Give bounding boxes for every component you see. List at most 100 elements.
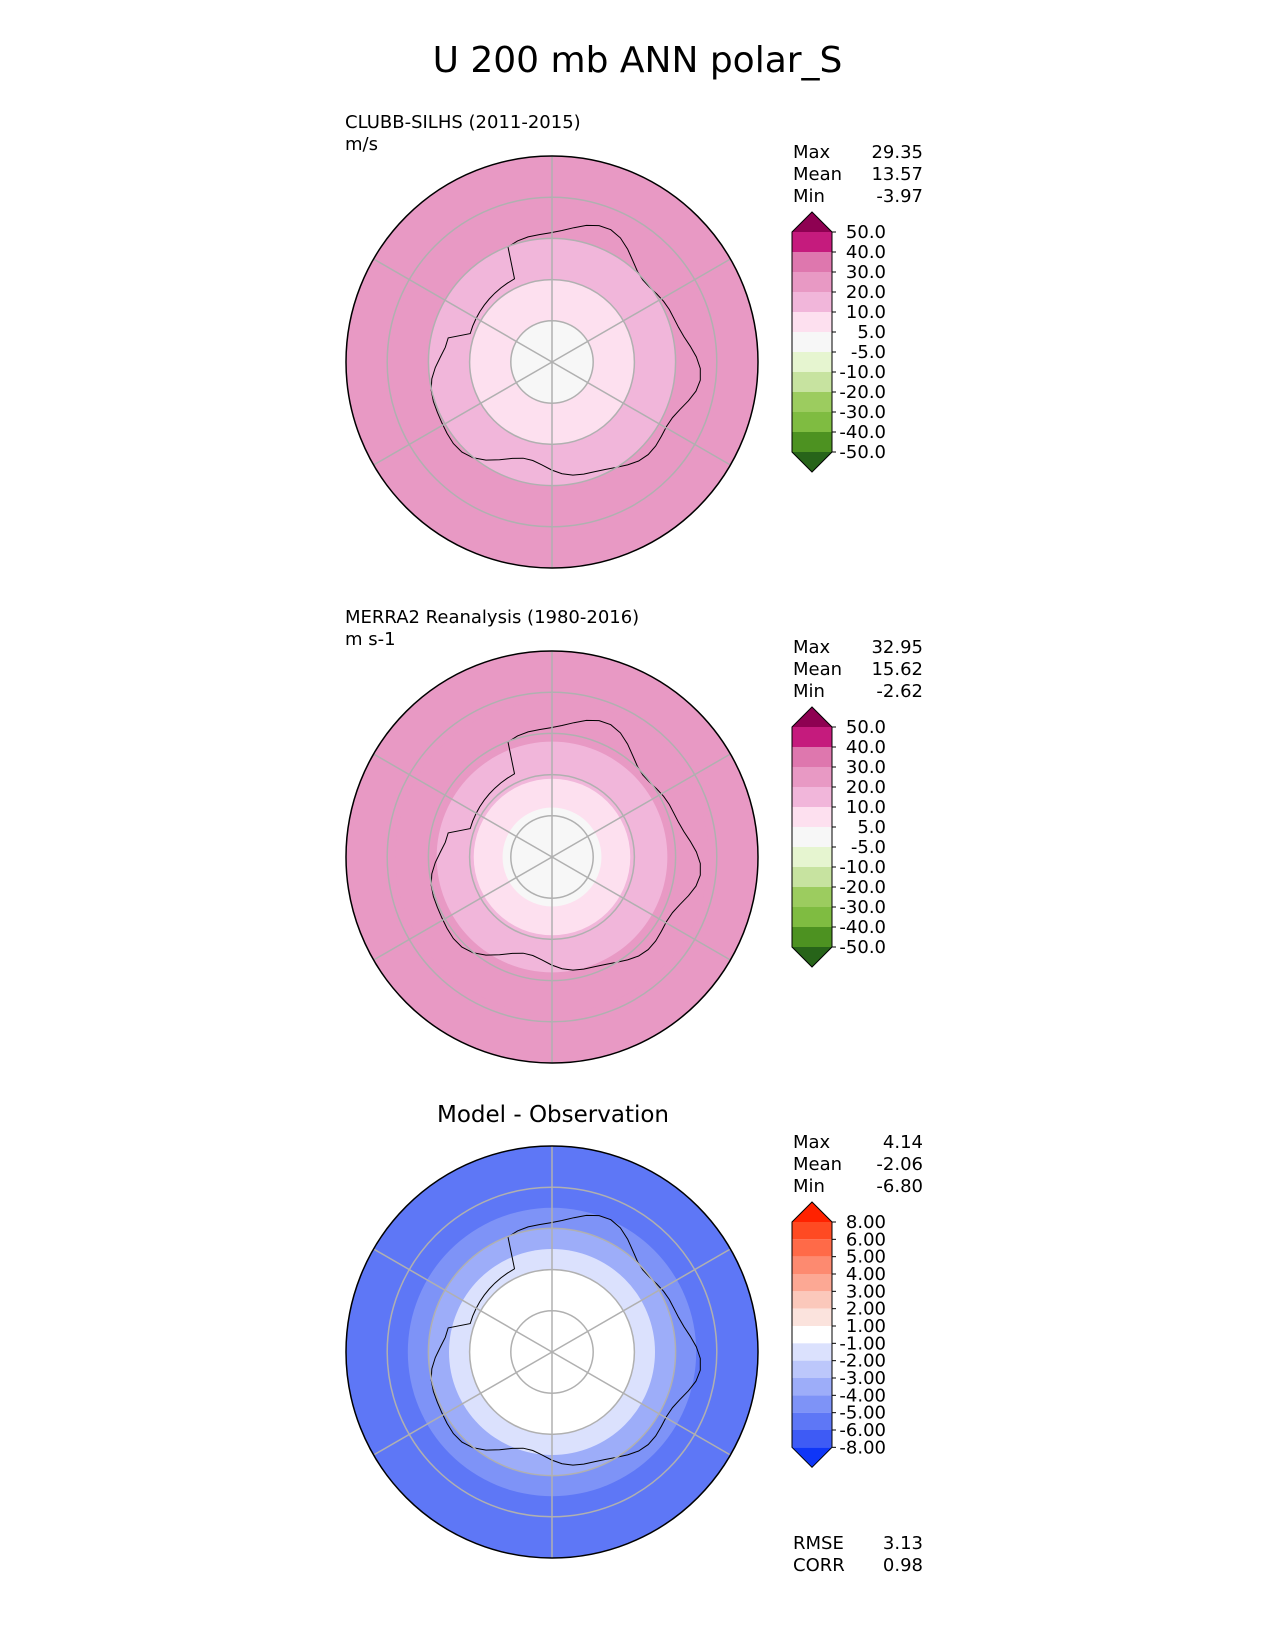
colorbar-tick-label: 2.00 xyxy=(846,1299,886,1320)
colorbar-segment xyxy=(792,232,832,252)
colorbar-segment xyxy=(792,332,832,352)
stat-mean-label: Mean xyxy=(793,659,843,680)
colorbar-tick-label: -3.00 xyxy=(839,1368,886,1389)
colorbar-tick-label: 20.0 xyxy=(846,282,886,303)
stats-block: Max 29.35 Mean 13.57 Min -3.97 xyxy=(793,142,923,208)
panel-title: MERRA2 Reanalysis (1980-2016) m s-1 xyxy=(345,607,639,651)
colorbar-segment xyxy=(792,887,832,907)
rmse-label: RMSE xyxy=(793,1533,844,1554)
colorbar-tick-label: -2.00 xyxy=(839,1351,886,1372)
colorbar-extend-top xyxy=(792,1202,832,1222)
meridian-line xyxy=(551,753,731,858)
colorbar-tick-label: -40.0 xyxy=(839,917,886,938)
colorbar-segment xyxy=(792,1430,832,1448)
colorbar-tick-label: -30.0 xyxy=(839,402,886,423)
colorbar-segment xyxy=(792,1360,832,1378)
colorbar-tick-label: -30.0 xyxy=(839,897,886,918)
colorbar-segment xyxy=(792,1326,832,1344)
colorbar-tick-label: 1.00 xyxy=(846,1316,886,1337)
colorbar-tick-label: 40.0 xyxy=(846,242,886,263)
colorbar-segment xyxy=(792,747,832,767)
colorbar-tick-label: 40.0 xyxy=(846,737,886,758)
colorbar-extend-bottom xyxy=(792,452,832,472)
colorbar-tick-label: -5.00 xyxy=(839,1403,886,1424)
colorbar-tick-label: 30.0 xyxy=(846,757,886,778)
panel-test: CLUBB-SILHS (2011-2015) m/s Max 29.35 Mea… xyxy=(0,112,1275,582)
colorbar-tick-label: -8.00 xyxy=(839,1437,886,1458)
colorbar-tick-label: 4.00 xyxy=(846,1264,886,1285)
colorbar-tick-label: -10.0 xyxy=(839,362,886,383)
colorbar-tick-label: -50.0 xyxy=(839,442,886,463)
colorbar-segment xyxy=(792,787,832,807)
meridian-line xyxy=(551,258,731,363)
colorbar: 50.040.030.020.010.05.0-5.0-10.0-20.0-30… xyxy=(791,706,886,968)
map-border xyxy=(345,1145,759,1559)
stat-mean-value: 13.57 xyxy=(871,164,923,185)
meridian-line xyxy=(373,361,553,466)
colorbar-segment xyxy=(792,1222,832,1240)
colorbar-segment xyxy=(792,412,832,432)
stat-max-value: 32.95 xyxy=(871,637,923,658)
colorbar-tick-label: 10.0 xyxy=(846,797,886,818)
corr-value: 0.98 xyxy=(882,1555,923,1576)
colorbar-segment xyxy=(792,372,832,392)
colorbar-tick-label: 20.0 xyxy=(846,777,886,798)
stat-mean-label: Mean xyxy=(793,164,843,185)
coastline xyxy=(430,224,701,476)
stats-block: Max 4.14 Mean -2.06 Min -6.80 xyxy=(793,1132,923,1198)
colorbar-extend-bottom xyxy=(792,1447,832,1468)
colorbar-extend-bottom xyxy=(792,947,832,967)
colorbar: 8.006.005.004.003.002.001.00-1.00-2.00-3… xyxy=(791,1201,886,1469)
map-border xyxy=(345,155,759,569)
colorbar-segment xyxy=(792,392,832,412)
colorbar-tick-label: -20.0 xyxy=(839,877,886,898)
rmse-value: 3.13 xyxy=(882,1533,923,1554)
colorbar-segment xyxy=(792,252,832,272)
colorbar-tick-label: -40.0 xyxy=(839,422,886,443)
colorbar-tick-label: 6.00 xyxy=(846,1229,886,1250)
polar-map xyxy=(345,650,759,1064)
colorbar-segment xyxy=(792,1291,832,1309)
meridian-line xyxy=(373,753,553,858)
colorbar-tick-label: 5.00 xyxy=(846,1247,886,1268)
colorbar-tick-label: 10.0 xyxy=(846,302,886,323)
colorbar-tick-label: -50.0 xyxy=(839,937,886,958)
colorbar-segment xyxy=(792,292,832,312)
figure-title: U 200 mb ANN polar_S xyxy=(432,40,843,81)
colorbar-segment xyxy=(792,312,832,332)
stat-mean-value: 15.62 xyxy=(871,659,923,680)
stat-max-label: Max xyxy=(793,637,831,658)
panel-reference: MERRA2 Reanalysis (1980-2016) m s-1 Max 3… xyxy=(0,607,1275,1077)
colorbar-segment xyxy=(792,907,832,927)
stat-min-value: -3.97 xyxy=(876,186,923,207)
colorbar-segment xyxy=(792,1308,832,1326)
colorbar-segment xyxy=(792,727,832,747)
stat-mean-value: -2.06 xyxy=(876,1154,923,1175)
stat-max-label: Max xyxy=(793,142,831,163)
panel-units: m s-1 xyxy=(345,629,396,650)
meridian-line xyxy=(551,361,731,466)
panel-title-line1: MERRA2 Reanalysis (1980-2016) xyxy=(345,607,640,628)
colorbar-segment xyxy=(792,827,832,847)
panel-title: CLUBB-SILHS (2011-2015) m/s xyxy=(345,112,581,156)
stat-mean-label: Mean xyxy=(793,1154,843,1175)
stat-max-value: 4.14 xyxy=(882,1132,923,1153)
colorbar-segment xyxy=(792,432,832,452)
metrics-block: RMSE 3.13 CORR 0.98 xyxy=(793,1533,923,1577)
meridian-line xyxy=(373,1248,553,1353)
polar-map xyxy=(345,1145,759,1559)
colorbar-extend-top xyxy=(792,707,832,727)
colorbar-segment xyxy=(792,867,832,887)
stat-min-value: -6.80 xyxy=(876,1176,923,1197)
corr-label: CORR xyxy=(793,1555,845,1576)
colorbar-segment xyxy=(792,1274,832,1292)
panel-title-line1: CLUBB-SILHS (2011-2015) xyxy=(345,112,581,133)
panel-difference: Model - Observation Max 4.14 Mean -2.06 Mi… xyxy=(0,1102,1275,1572)
stat-min-label: Min xyxy=(793,681,825,702)
colorbar-segment xyxy=(792,1256,832,1274)
colorbar-tick-label: 5.0 xyxy=(857,322,886,343)
colorbar-tick-label: 8.00 xyxy=(846,1212,886,1233)
meridian-line xyxy=(551,1248,731,1353)
colorbar-segment xyxy=(792,927,832,947)
colorbar-tick-label: 50.0 xyxy=(846,717,886,738)
